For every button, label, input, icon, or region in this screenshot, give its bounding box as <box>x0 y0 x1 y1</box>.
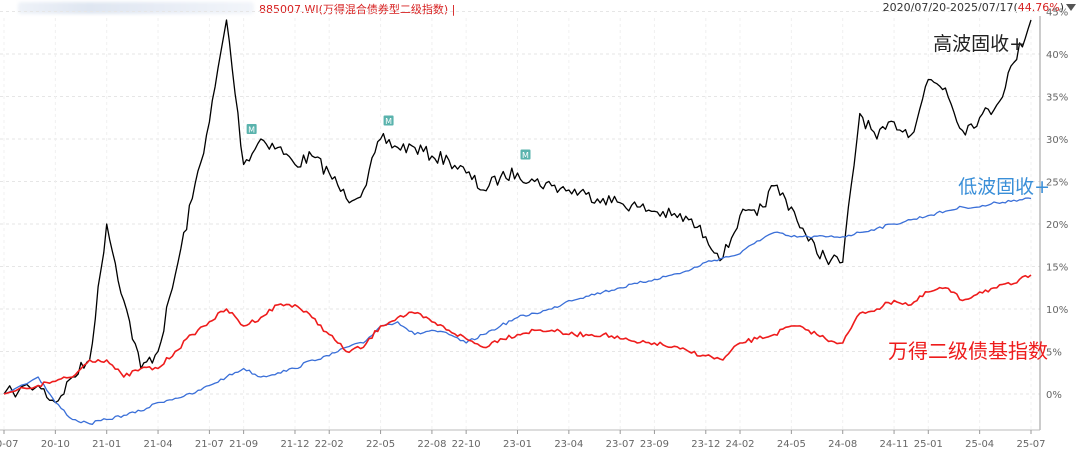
x-tick-label: 21-09 <box>229 439 258 450</box>
index-code-label: 885007.WI(万得混合债券型二级指数) | <box>259 3 456 16</box>
x-axis-ticks: 20-07 20-10 21-01 21-04 21-07 21-09 21-12 22-02… <box>0 430 1046 450</box>
m-marker-label: M <box>522 151 529 160</box>
x-tick-label: 20-07 <box>0 439 19 450</box>
series-lines <box>3 19 1032 425</box>
y-axis-ticks: 45% 40% 35% 30% 25% 20% 15% 10% 5% 0% <box>1046 8 1068 402</box>
x-tick-label: 22-02 <box>315 439 344 450</box>
y-tick-label: 20% <box>1046 220 1068 231</box>
x-tick-label: 25-04 <box>965 439 994 450</box>
series-line-1 <box>3 197 1032 425</box>
y-tick-label: 30% <box>1046 135 1068 146</box>
x-tick-label: 21-12 <box>280 439 309 450</box>
x-tick-label: 23-01 <box>503 439 532 450</box>
y-tick-label: 10% <box>1046 305 1068 316</box>
y-tick-label: 5% <box>1046 348 1062 359</box>
dropdown-arrow-icon[interactable] <box>1066 4 1076 11</box>
x-tick-label: 21-07 <box>195 439 224 450</box>
m-markers: M M M <box>246 115 531 160</box>
y-tick-label: 0% <box>1046 390 1062 401</box>
y-tick-label: 35% <box>1046 93 1068 104</box>
series-annotations: 高波固收+ 低波固收+ 万得二级债基指数 <box>888 33 1050 363</box>
annotation-label: 万得二级债基指数 <box>888 339 1048 363</box>
x-tick-label: 25-01 <box>914 439 943 450</box>
m-marker-label: M <box>385 117 392 126</box>
x-tick-label: 23-04 <box>554 439 583 450</box>
y-tick-label: 45% <box>1046 8 1068 19</box>
x-tick-label: 24-08 <box>828 439 857 450</box>
x-tick-label: 22-08 <box>417 439 446 450</box>
y-tick-label: 40% <box>1046 50 1068 61</box>
series-line-0 <box>3 19 1032 404</box>
m-marker <box>383 115 394 126</box>
x-tick-label: 22-10 <box>452 439 481 450</box>
y-tick-label: 25% <box>1046 178 1068 189</box>
x-tick-label: 22-05 <box>366 439 395 450</box>
series-line-2 <box>3 274 1032 395</box>
x-tick-label: 21-01 <box>92 439 121 450</box>
y-tick-label: 15% <box>1046 263 1068 274</box>
date-range-label: 2020/07/20-2025/07/17(44.76%) <box>882 1 1064 14</box>
annotation-label: 高波固收+ <box>933 33 1025 55</box>
x-tick-label: 24-05 <box>777 439 806 450</box>
m-marker <box>246 124 257 134</box>
m-marker <box>520 149 531 160</box>
annotation-label: 低波固收+ <box>958 176 1050 198</box>
x-tick-label: 25-07 <box>1016 439 1045 450</box>
x-tick-label: 24-11 <box>880 439 909 450</box>
x-tick-label: 23-09 <box>640 439 669 450</box>
x-tick-label: 23-07 <box>606 439 635 450</box>
chart-header: 885007.WI(万得混合债券型二级指数) | 2020/07/20-2025… <box>0 0 1080 16</box>
x-tick-label: 23-12 <box>691 439 720 450</box>
x-tick-label: 24-02 <box>725 439 754 450</box>
x-tick-label: 21-04 <box>144 439 173 450</box>
change-percent: 44.76% <box>1017 1 1060 14</box>
range-text: 2020/07/20-2025/07/17 <box>882 1 1014 14</box>
m-marker-label: M <box>248 126 255 135</box>
x-tick-label: 20-10 <box>41 439 70 450</box>
